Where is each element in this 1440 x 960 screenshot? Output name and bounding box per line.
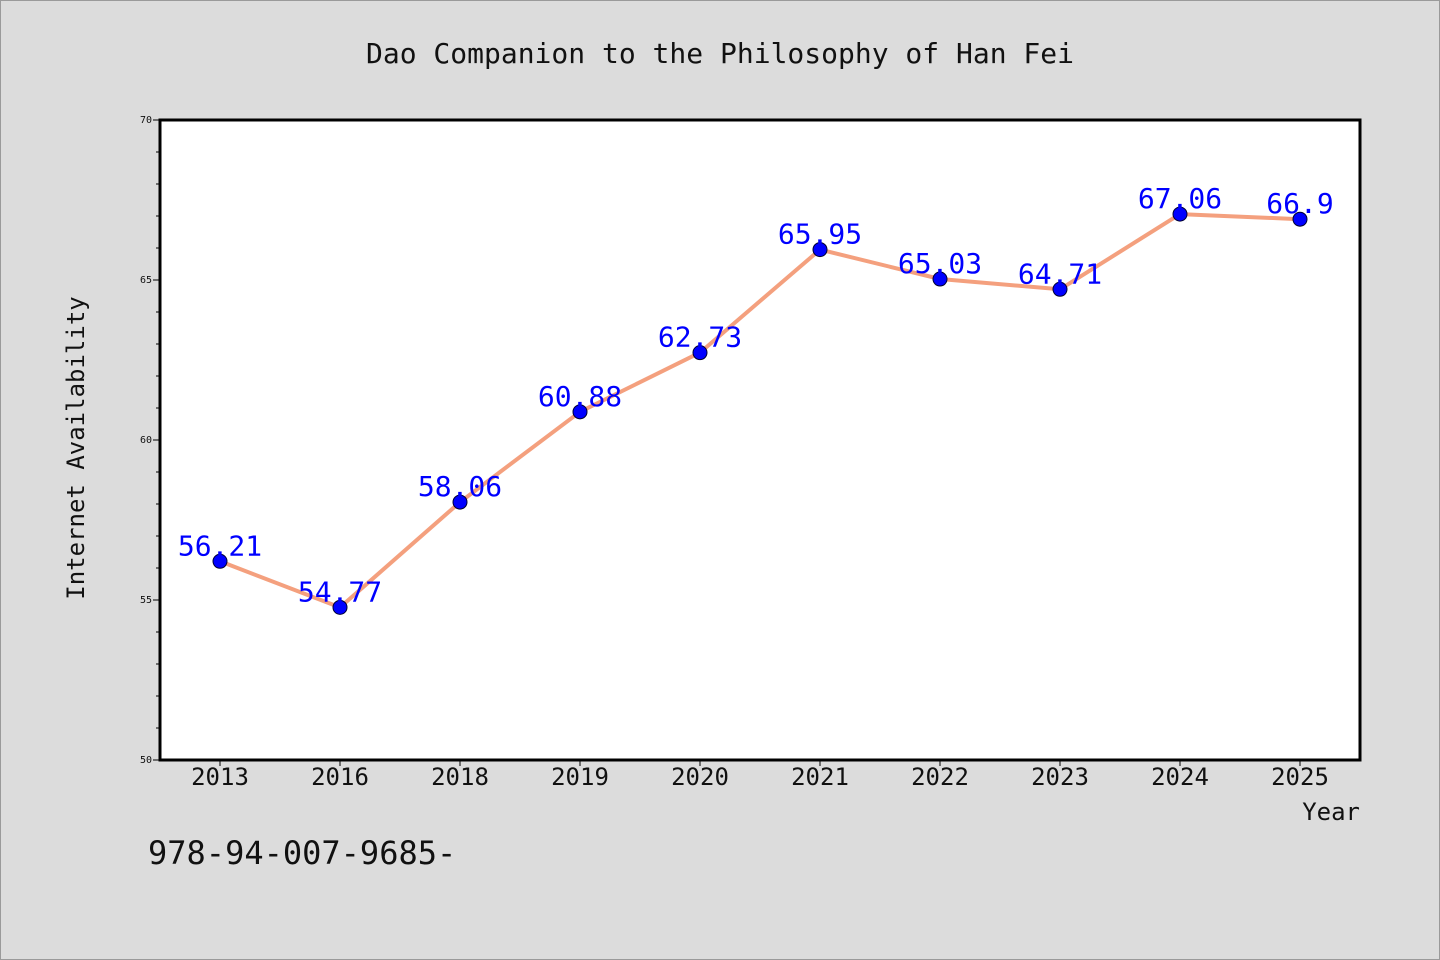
series-markers [212,206,1308,615]
y-tick-label: 70 [140,115,152,126]
data-point [1172,206,1188,222]
y-tick-label: 55 [140,595,152,606]
data-point [572,404,588,420]
data-point [932,271,948,287]
x-tick-label: 2021 [791,763,849,791]
data-point [452,494,468,510]
y-tick-label: 50 [140,755,152,766]
x-tick-label: 2018 [431,763,489,791]
x-tick-label: 2019 [551,763,609,791]
data-point [1292,211,1308,227]
y-axis: 50 55 60 65 70 [140,115,160,766]
data-point [332,599,348,615]
data-label: 64.71 [1018,257,1102,290]
data-label: 67.06 [1138,182,1222,215]
series-line [219,212,1301,610]
x-tick-label: 2024 [1151,763,1209,791]
x-tick-label: 2020 [671,763,729,791]
data-label: 54.77 [298,575,382,608]
x-tick-label: 2013 [191,763,249,791]
chart-title: Dao Companion to the Philosophy of Han F… [366,37,1074,70]
data-label: 66.9 [1266,187,1333,220]
data-label: 62.73 [658,321,742,354]
data-point [812,242,828,258]
data-point [692,345,708,361]
data-point [1052,281,1068,297]
x-tick-label: 2025 [1271,763,1329,791]
data-label: 56.21 [178,529,262,562]
x-axis: 2013 2016 2018 2019 2020 2021 2022 2023 2024 2025 [191,760,1329,791]
data-point [212,553,228,569]
data-label: 58.06 [418,470,502,503]
data-label: 60.88 [538,380,622,413]
x-axis-title: Year [1302,798,1360,826]
footer-text: 978-94-007-9685- [148,834,456,872]
data-label: 65.95 [778,218,862,251]
x-tick-label: 2016 [311,763,369,791]
y-axis-title: Internet Availability [62,296,90,599]
x-tick-label: 2022 [911,763,969,791]
y-tick-label: 65 [140,275,152,286]
data-label: 65.03 [898,247,982,280]
y-tick-label: 60 [140,435,152,446]
data-labels: 56.21 54.77 58.06 60.88 62.73 65.95 65.03 64.71… [178,182,1334,608]
x-tick-label: 2023 [1031,763,1089,791]
